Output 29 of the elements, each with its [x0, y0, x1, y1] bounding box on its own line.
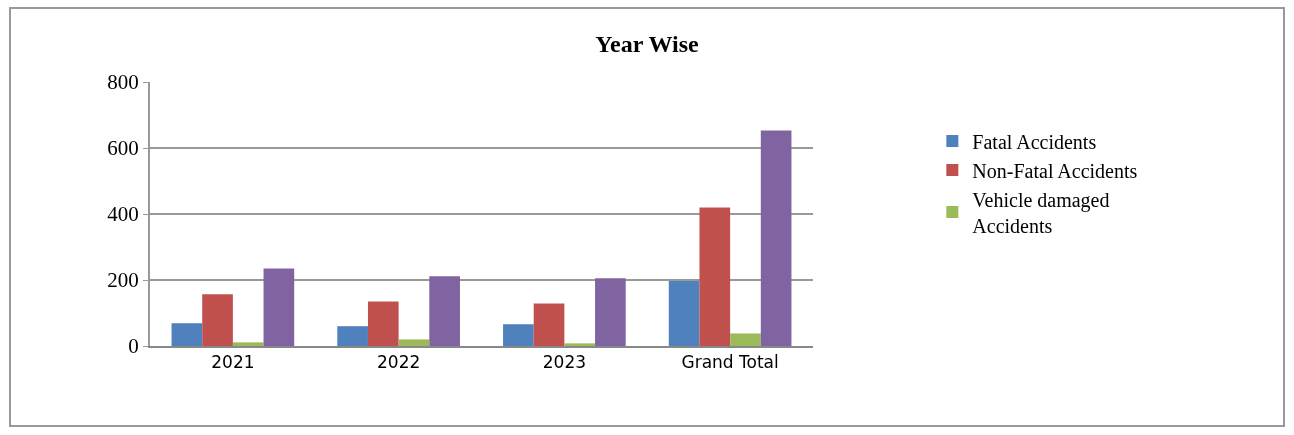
bar — [367, 301, 399, 346]
bar — [760, 130, 792, 346]
bar — [263, 268, 295, 346]
legend-label: Non-Fatal Accidents — [972, 159, 1138, 182]
x-tick-label: 2021 — [211, 352, 255, 373]
x-tick-label: Grand Total — [681, 352, 779, 373]
bar — [398, 339, 430, 346]
y-tick-label: 200 — [107, 268, 139, 293]
bar — [171, 323, 203, 346]
legend-label: Vehicle damaged Accidents — [972, 188, 1110, 237]
bar — [564, 343, 596, 346]
bar — [429, 276, 460, 346]
legend-label: Fatal Accidents — [972, 130, 1097, 153]
bar — [533, 303, 565, 346]
bar — [730, 333, 761, 346]
bar — [668, 280, 700, 346]
bar — [202, 294, 233, 346]
bar — [337, 326, 368, 346]
chart-title: Year Wise — [595, 30, 700, 57]
y-tick-label: 800 — [107, 70, 139, 95]
y-tick-label: 0 — [128, 334, 139, 359]
x-tick-label: 2023 — [542, 352, 587, 373]
y-tick-label: 600 — [107, 136, 139, 161]
x-tick-label: 2022 — [377, 352, 421, 373]
y-tick-label: 400 — [107, 202, 139, 227]
bar — [699, 207, 731, 346]
bar — [503, 324, 534, 346]
bar — [595, 278, 626, 346]
bar — [232, 342, 264, 346]
